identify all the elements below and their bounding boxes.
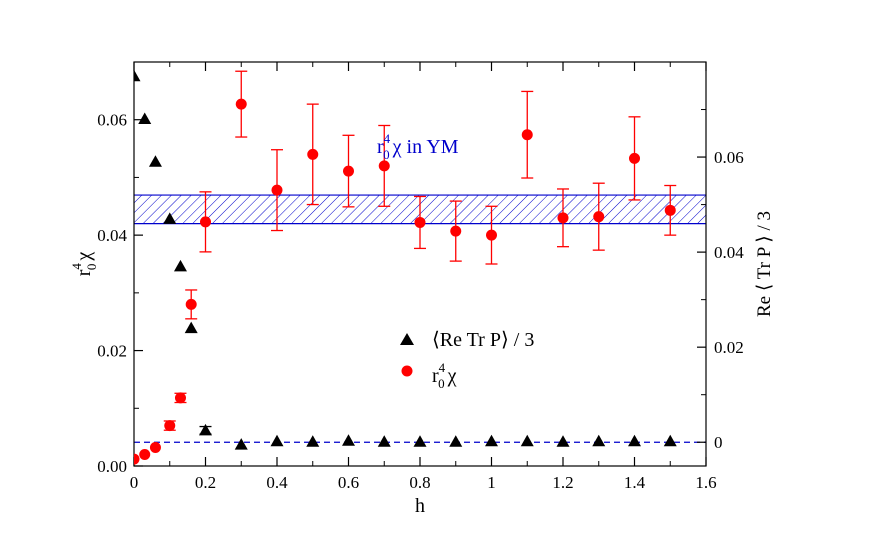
axis-ticks: 0 0.2 0.4 0.6 0.8 1 1.2 1.4 1.6 0.00 0.02 0.04 0.06 0…: [97, 61, 744, 492]
y-right-tick-label: 0: [714, 433, 723, 452]
y-left-tick-label: 0.02: [97, 342, 127, 361]
x-tick-label: 1.6: [695, 473, 716, 492]
polyakov-point: [556, 435, 570, 447]
polyakov-point: [138, 112, 152, 125]
polyakov-point: [485, 434, 498, 447]
chi-point: [378, 160, 390, 172]
polyakov-point: [663, 434, 677, 447]
y-axis-right-label: Re ⟨ Tr P ⟩ / 3: [754, 211, 775, 317]
y-right-tick-label: 0.02: [714, 338, 744, 357]
chi-point: [139, 448, 151, 460]
legend-label-chi: r4 0 χ: [432, 360, 457, 391]
polyakov-point: [173, 259, 187, 272]
chi-point: [629, 152, 640, 164]
chi-point: [307, 148, 319, 160]
plot-frame: [133, 61, 707, 467]
x-tick-label: 1.2: [552, 473, 573, 492]
chi-point: [343, 165, 354, 177]
chi-point: [414, 216, 426, 228]
chi-point: [185, 298, 197, 310]
x-tick-label: 0.8: [409, 473, 430, 492]
chi-point: [174, 392, 186, 404]
polyakov-point: [148, 155, 162, 167]
chi-point: [200, 216, 211, 228]
legend: ⟨Re Tr P⟩ / 3 r4 0 χ: [400, 329, 534, 391]
polyakov-point: [377, 435, 391, 447]
x-tick-label: 0.4: [266, 473, 288, 492]
x-tick-label: 0.6: [338, 473, 359, 492]
data-series: [134, 69, 677, 465]
x-tick-label: 0.2: [195, 473, 216, 492]
y-left-label-sup: 4: [69, 263, 84, 270]
polyakov-point: [134, 69, 141, 82]
x-tick-label: 0: [130, 473, 139, 492]
polyakov-point: [270, 434, 284, 447]
legend-marker-triangle: [400, 333, 414, 345]
polyakov-point: [413, 435, 427, 447]
chi-point: [557, 212, 569, 224]
legend-marker-circle: [401, 365, 413, 377]
polyakov-point: [163, 212, 177, 224]
x-tick-label: 1.4: [624, 473, 646, 492]
legend-label-polyakov: ⟨Re Tr P⟩ / 3: [432, 329, 534, 351]
chi-point: [593, 211, 605, 223]
y-left-tick-label: 0.06: [97, 111, 127, 130]
chi-point: [134, 453, 140, 465]
chi-point: [521, 129, 533, 141]
series-polyakov: [134, 69, 677, 450]
polyakov-point: [184, 321, 198, 334]
polyakov-point: [199, 423, 212, 436]
y-left-tick-label: 0.04: [97, 226, 127, 245]
y-right-tick-label: 0.04: [714, 243, 744, 262]
y-left-label-sub: 0: [84, 264, 99, 271]
polyakov-point: [592, 434, 606, 447]
chi-point: [235, 98, 247, 110]
y-right-tick-label: 0.06: [714, 148, 744, 167]
polyakov-point: [520, 434, 534, 447]
ym-band-label: r4 0 χ in YM: [377, 131, 459, 162]
series-chi: [134, 70, 677, 465]
chi-point: [164, 420, 176, 432]
svg-text:r40χ: r40 χ: [69, 252, 99, 277]
chi-point: [271, 184, 283, 196]
polyakov-point: [449, 435, 463, 447]
polyakov-point: [342, 434, 355, 446]
polyakov-point: [628, 434, 641, 447]
y-left-label-tail: χ: [73, 252, 95, 262]
x-tick-label: 1: [487, 473, 496, 492]
y-axis-left-label: r40 χ: [69, 252, 99, 277]
x-axis-label: h: [415, 495, 425, 517]
chi-point: [486, 229, 497, 241]
y-left-tick-label: 0.00: [97, 457, 127, 476]
y-left-label-base: r: [73, 269, 95, 276]
polyakov-point: [234, 438, 248, 450]
chi-point: [149, 442, 161, 454]
chi-point: [450, 225, 462, 237]
chi-point: [664, 204, 676, 216]
polyakov-point: [306, 435, 320, 447]
